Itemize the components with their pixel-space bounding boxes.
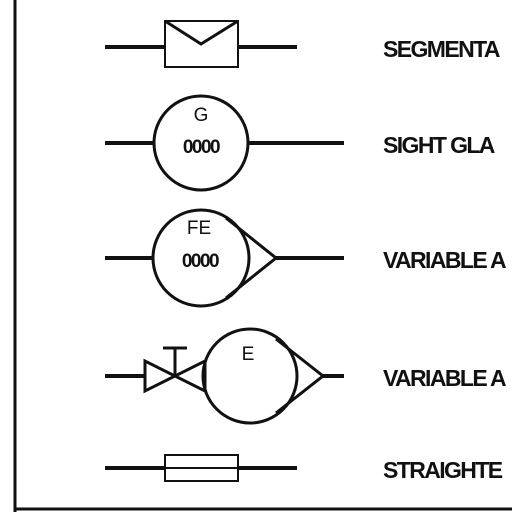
legend-row-straightening-vane: STRAIGHTE [105, 454, 504, 483]
sight-glass-label: SIGHT GLA [383, 132, 495, 158]
variable-area-meter-symbol [105, 208, 344, 308]
variable-area-label: VARIABLE A [383, 247, 506, 273]
variable-area-valve-label: VARIABLE A [383, 365, 506, 391]
legend-row-variable-area: FE 0000 VARIABLE A [105, 208, 508, 308]
straightening-vane-symbol [105, 454, 297, 482]
straightening-vane-label: STRAIGHTE [383, 457, 503, 483]
variable-area-number: 0000 [182, 251, 219, 272]
sight-glass-tag: G [194, 105, 209, 126]
legend-row-variable-area-valve: T E VARIABLE A [105, 327, 508, 425]
sight-glass-symbol [105, 94, 344, 192]
legend-frame [13, 0, 512, 512]
variable-area-valve-tag: E [242, 344, 255, 365]
sight-glass-number: 0000 [183, 137, 220, 158]
variable-area-meter-symbol [201, 327, 344, 425]
legend-row-segmental: SEGMENTA [105, 19, 501, 68]
valve-symbol: T [105, 346, 207, 394]
segmental-label: SEGMENTA [383, 36, 500, 62]
segmental-orifice-symbol [105, 19, 297, 68]
legend-row-sight-glass: G 0000 SIGHT GLA [105, 94, 496, 192]
variable-area-tag: FE [187, 218, 211, 239]
